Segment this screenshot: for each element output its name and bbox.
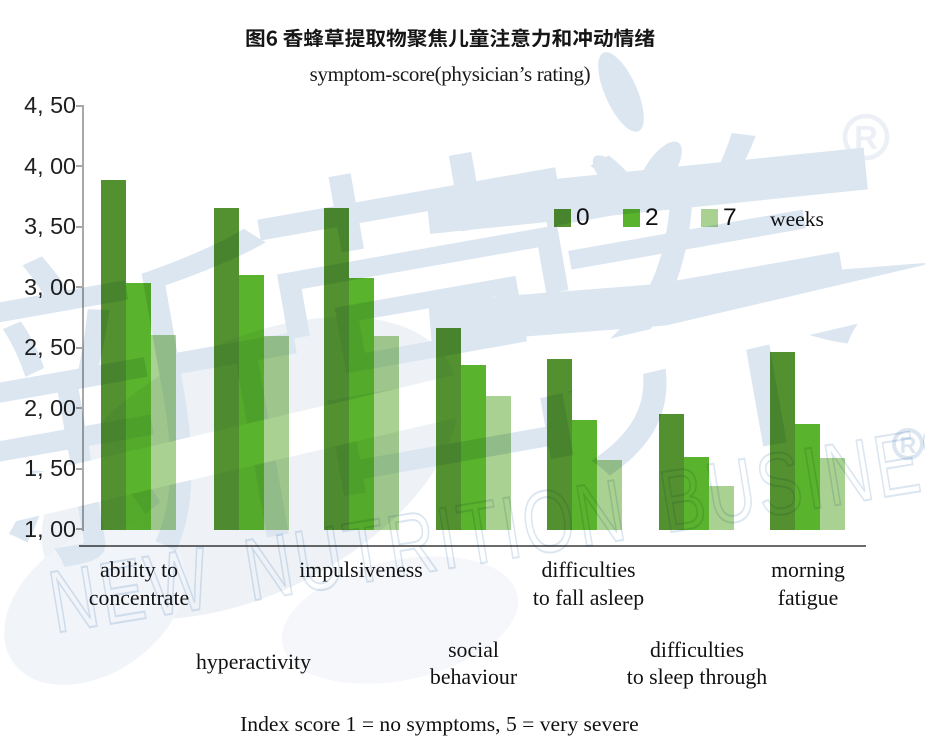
svg-text:R: R	[854, 119, 878, 156]
